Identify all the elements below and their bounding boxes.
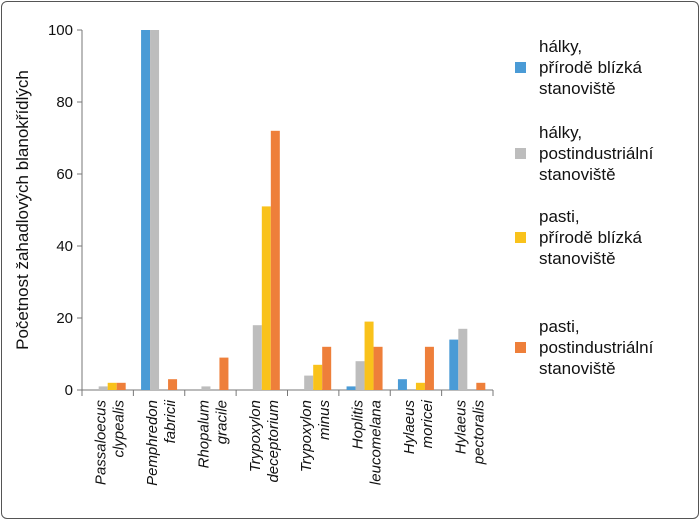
x-tick-labels: Passaloecusclypealis Pemphredonfabricii Rh… (93, 399, 488, 486)
legend-label: pasti, postindustriální stanoviště (539, 317, 654, 378)
x-tick-label-line: Passaloecus (93, 400, 110, 486)
x-tick-label-line: Rhopalum (195, 400, 212, 468)
x-tick-label: Trypoxylondeceptorium (247, 400, 282, 483)
x-tick-label-line: Hoplitis (350, 400, 367, 450)
legend-label-line: stanoviště (539, 79, 616, 98)
legend-label-line: stanoviště (539, 359, 616, 378)
x-tick-label: Trypoxylonminus (298, 400, 333, 473)
bar (107, 382, 117, 390)
x-tick-label-line: Trypoxylon (298, 400, 315, 472)
x-tick-label-line: Hylaeus (452, 400, 469, 455)
bar (458, 328, 468, 390)
bar (168, 379, 178, 390)
legend-label: hálky, postindustriální stanoviště (539, 123, 654, 184)
legend-swatch (515, 232, 526, 243)
bar (424, 346, 434, 390)
x-tick-label: Hylaeuspectoralis (452, 400, 487, 466)
y-tick-label: 100 (48, 22, 73, 39)
y-tick-label: 0 (65, 382, 73, 399)
x-tick-label-line: leucomelana (368, 400, 385, 485)
bar (261, 206, 271, 390)
legend: hálky, přírodě blízká stanoviště hálky, post… (515, 37, 654, 378)
bar (270, 130, 280, 391)
x-tick-label: Hylaeusmoricei (401, 399, 436, 454)
legend-label-line: hálky, (539, 37, 582, 56)
x-tick-label: Pemphredonfabricii (144, 399, 179, 486)
y-axis-title: Početnost žahadlových blanokřídlých (13, 70, 32, 350)
x-tick-label-line: clypealis (111, 400, 128, 458)
legend-label-line: stanoviště (539, 249, 616, 268)
legend-label-line: postindustriální (539, 144, 654, 163)
bar (141, 30, 151, 390)
x-tick-label-line: Pemphredon (144, 400, 161, 486)
legend-label-line: přírodě blízká (539, 228, 643, 247)
x-tick-label-line: fabricii (162, 399, 179, 443)
bar (304, 375, 314, 390)
legend-label-line: hálky, (539, 123, 582, 142)
x-tick-label-line: moricei (419, 399, 436, 448)
x-tick-label-line: Trypoxylon (247, 400, 264, 472)
bars (98, 30, 486, 391)
bar (476, 382, 486, 390)
bar (355, 361, 365, 390)
bar (150, 30, 160, 390)
bar (116, 382, 126, 390)
legend-label: hálky, přírodě blízká stanoviště (539, 37, 643, 98)
bar (346, 386, 356, 390)
x-tick-label: Rhopalumgracile (195, 400, 230, 468)
y-tick-label: 60 (56, 166, 73, 183)
bar (373, 346, 383, 390)
x-tick-label-line: pectoralis (470, 400, 487, 466)
bar (397, 379, 407, 390)
y-tick-label: 80 (56, 94, 73, 111)
bar (322, 346, 332, 390)
x-tick-label-line: gracile (213, 400, 230, 444)
x-tick-label-line: Hylaeus (401, 400, 418, 455)
bar (98, 386, 108, 390)
legend-swatch (515, 148, 526, 159)
x-tick-label-line: deceptorium (265, 400, 282, 483)
bar (252, 325, 262, 390)
y-tick-label: 40 (56, 238, 73, 255)
legend-swatch (515, 62, 526, 73)
y-tick-label: 20 (56, 310, 73, 327)
legend-label-line: přírodě blízká (539, 58, 643, 77)
bar (364, 321, 374, 390)
legend-label-line: pasti, (539, 317, 580, 336)
legend-label-line: pasti, (539, 207, 580, 226)
x-tick-label: Passaloecusclypealis (93, 400, 128, 486)
x-tick-label: Hoplitisleucomelana (350, 400, 385, 486)
bar (313, 364, 323, 390)
legend-label-line: postindustriální (539, 338, 654, 357)
bar (449, 339, 459, 390)
bar (201, 386, 211, 390)
legend-label: pasti, přírodě blízká stanoviště (539, 207, 643, 268)
legend-swatch (515, 342, 526, 353)
legend-label-line: stanoviště (539, 165, 616, 184)
x-tick-label-line: minus (316, 400, 333, 441)
bar (219, 357, 229, 390)
bar (415, 382, 425, 390)
